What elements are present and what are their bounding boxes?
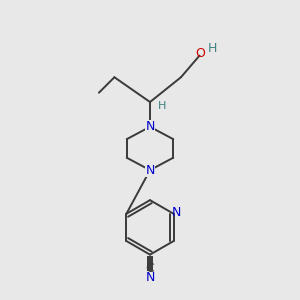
Text: N: N	[145, 164, 155, 177]
Text: N: N	[171, 206, 181, 219]
Text: O: O	[195, 46, 205, 60]
Text: C: C	[146, 262, 154, 275]
Text: H: H	[158, 101, 166, 111]
Text: H: H	[208, 42, 217, 55]
Text: N: N	[145, 120, 155, 133]
Text: N: N	[145, 272, 155, 284]
